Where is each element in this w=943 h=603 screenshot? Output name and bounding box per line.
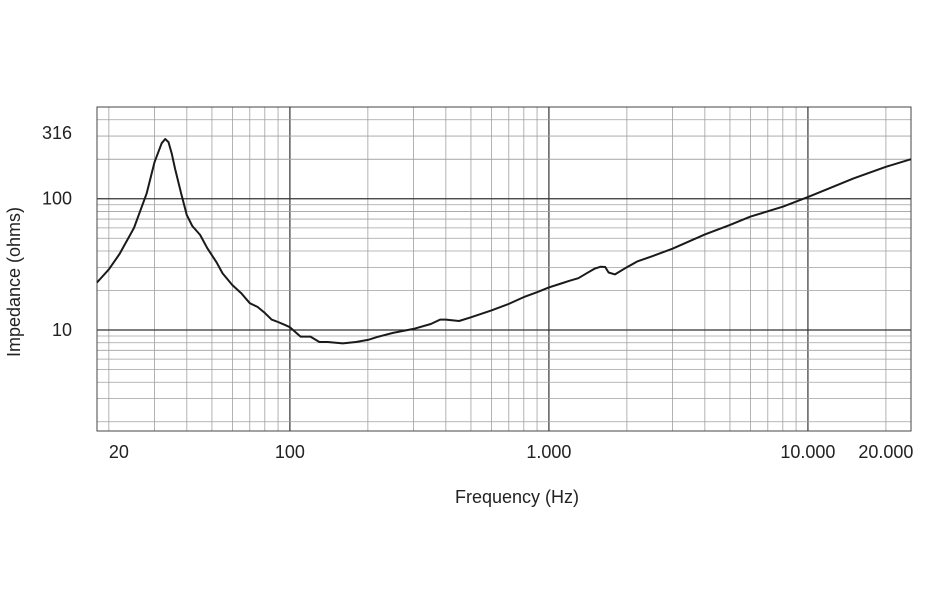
x-tick-label: 10.000: [780, 442, 835, 462]
x-axis-title: Frequency (Hz): [455, 487, 579, 507]
impedance-curve: [96, 138, 912, 345]
y-tick-label: 10: [52, 320, 72, 340]
y-tick-label: 100: [42, 189, 72, 209]
x-tick-label: 20: [109, 442, 129, 462]
y-tick-labels: 10 100 316: [42, 123, 72, 340]
y-axis-title: Impedance (ohms): [4, 207, 24, 357]
plot-frame: [96, 106, 912, 432]
x-tick-label: 100: [275, 442, 305, 462]
grid: [97, 106, 911, 431]
x-tick-labels: 20 100 1.000 10.000 20.000: [109, 442, 914, 462]
x-tick-label: 1.000: [526, 442, 571, 462]
x-tick-label: 20.000: [858, 442, 913, 462]
y-tick-label: 316: [42, 123, 72, 143]
data-series: [96, 138, 912, 345]
